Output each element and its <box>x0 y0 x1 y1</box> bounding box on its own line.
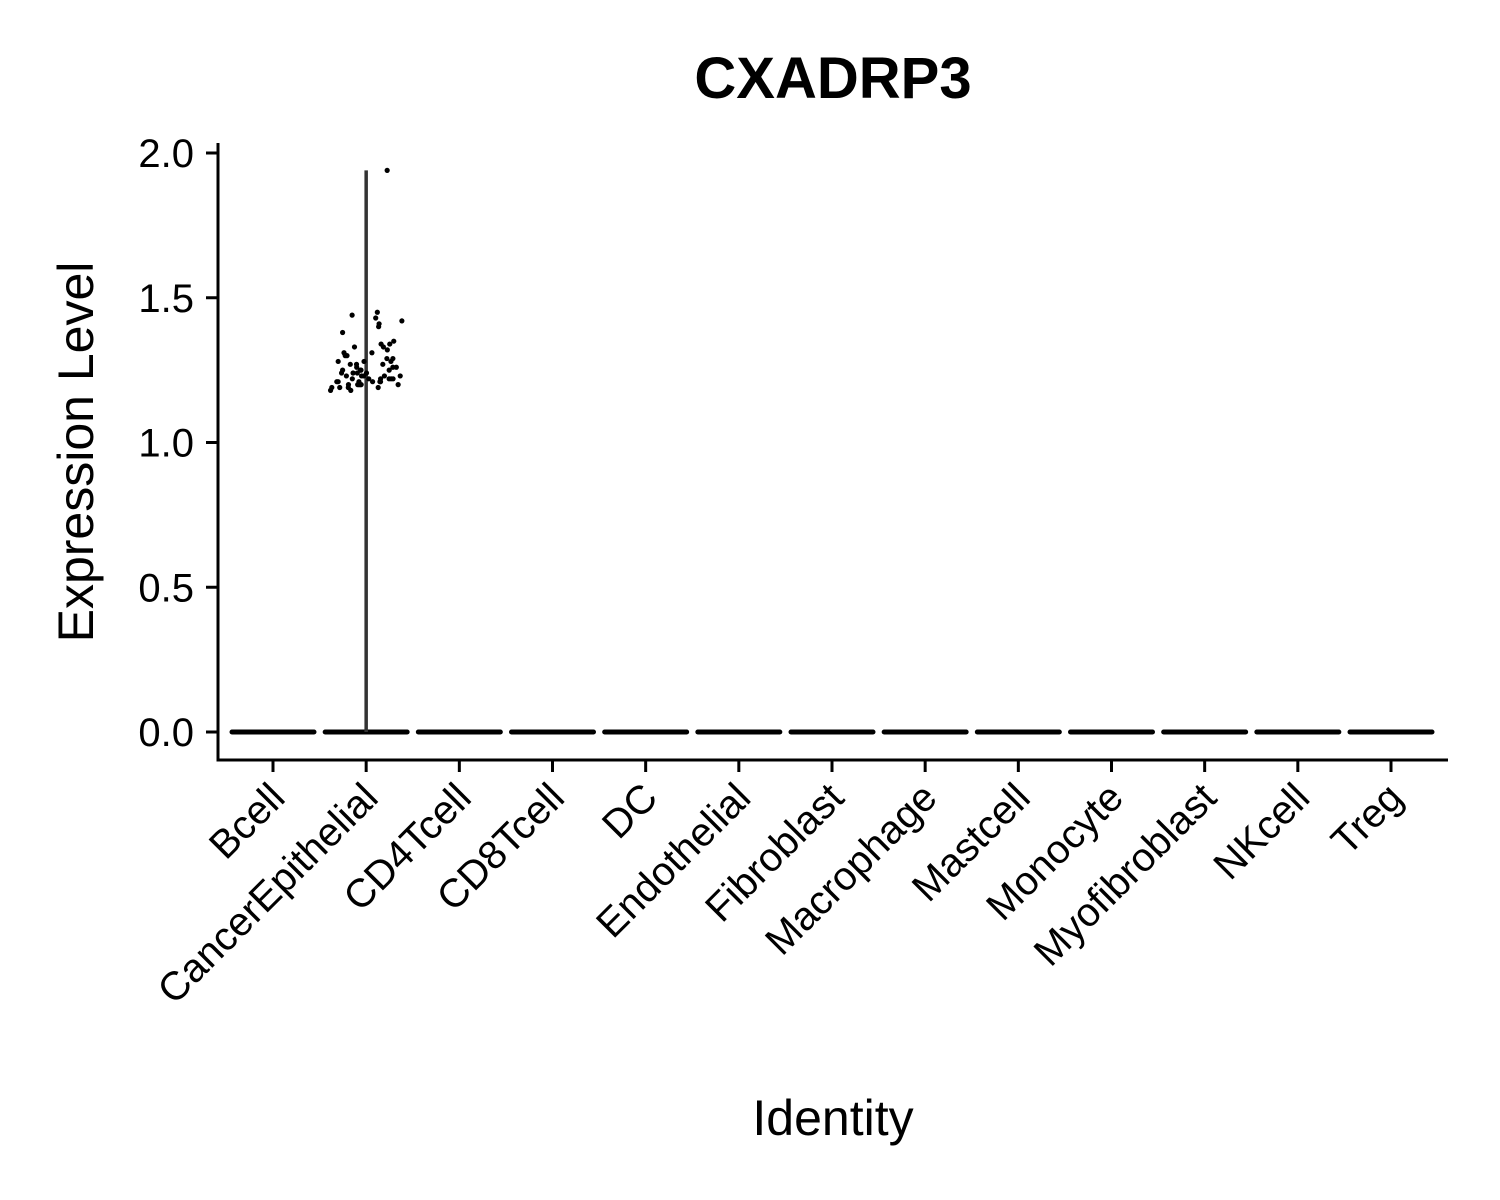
x-tick-label: DC <box>594 775 666 847</box>
chart-title: CXADRP3 <box>694 46 971 111</box>
data-point <box>380 344 387 350</box>
data-point <box>391 338 397 344</box>
plot-area: 0.00.51.01.52.0BcellCancerEpithelialCD4T… <box>138 132 1448 1012</box>
data-point <box>375 384 381 391</box>
data-point <box>354 370 360 376</box>
data-point <box>381 373 388 379</box>
x-tick-label: NKcell <box>1205 775 1318 888</box>
data-point <box>390 364 396 370</box>
y-tick-label: 2.0 <box>138 132 194 176</box>
y-tick-label: 1.5 <box>138 277 194 321</box>
data-point <box>387 341 393 347</box>
data-point <box>342 353 348 359</box>
data-point <box>358 373 365 379</box>
data-point <box>384 355 390 362</box>
y-axis-title: Expression Level <box>48 262 104 643</box>
data-point <box>388 358 394 365</box>
data-point <box>373 315 379 321</box>
data-point <box>337 384 343 391</box>
data-point <box>327 387 334 393</box>
data-point <box>380 361 386 367</box>
data-point <box>340 329 346 336</box>
data-point <box>384 167 390 173</box>
data-point <box>377 379 384 385</box>
data-point <box>397 373 403 379</box>
y-tick-label: 0.5 <box>138 566 194 610</box>
data-point <box>386 367 392 373</box>
data-point <box>348 387 354 393</box>
data-point <box>376 324 382 330</box>
x-tick-label: Treg <box>1323 775 1411 863</box>
data-point <box>335 358 341 365</box>
data-point <box>358 367 364 373</box>
data-point <box>338 370 345 376</box>
data-point <box>349 312 355 318</box>
data-point <box>369 350 375 356</box>
data-point <box>395 382 401 388</box>
data-point <box>374 309 380 315</box>
data-point <box>343 373 349 379</box>
data-point <box>347 361 353 367</box>
data-point <box>354 364 360 370</box>
x-axis-title: Identity <box>752 1090 913 1146</box>
data-point <box>399 318 405 324</box>
y-tick-label: 1.0 <box>138 422 194 466</box>
data-point <box>366 376 372 382</box>
data-point <box>369 379 376 385</box>
data-point <box>388 376 394 382</box>
data-point <box>349 376 355 382</box>
data-point <box>384 347 390 353</box>
data-point <box>334 379 340 385</box>
y-tick-label: 0.0 <box>138 711 194 755</box>
data-point <box>358 382 364 388</box>
data-point <box>350 370 356 376</box>
data-point <box>351 344 358 350</box>
data-point <box>361 358 367 365</box>
